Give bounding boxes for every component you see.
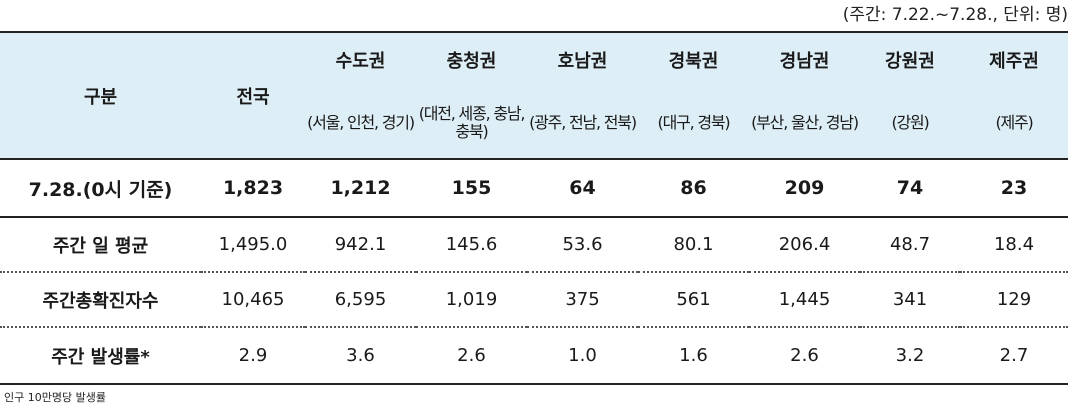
- table-row: 주간 발생률* 2.9 3.6 2.6 1.0 1.6 2.6 3.2 2.7: [0, 327, 1068, 385]
- table-cell: 1,212: [305, 159, 416, 218]
- row-label: 주간 발생률*: [0, 327, 201, 385]
- header-region-sub: (대구, 경북): [638, 87, 749, 160]
- header-region-name: 수도권: [305, 31, 416, 87]
- table-cell: 74: [860, 159, 960, 218]
- header-region-sub: (제주): [960, 87, 1068, 160]
- table-cell: 2.6: [749, 327, 860, 385]
- table-cell: 48.7: [860, 217, 960, 273]
- header-region-sub: (부산, 울산, 경남): [749, 87, 860, 160]
- table-cell: 3.6: [305, 327, 416, 385]
- unit-note: (주간: 7.22.~7.28., 단위: 명): [842, 5, 1068, 25]
- table-cell: 23: [960, 159, 1068, 218]
- row-label: 주간총확진자수: [0, 272, 201, 328]
- header-row: 구분 전국 수도권 충청권 호남권 경북권 경남권 강원권 제주권: [0, 31, 1068, 160]
- table-cell: 145.6: [416, 217, 527, 273]
- table-cell: 206.4: [749, 217, 860, 273]
- table-cell: 209: [749, 159, 860, 218]
- footnote: 인구 10만명당 발생률: [4, 391, 106, 404]
- row-label: 주간 일 평균: [0, 217, 201, 273]
- table-cell: 10,465: [201, 272, 305, 328]
- row-label: 7.28.(0시 기준): [0, 159, 201, 218]
- header-region-name: 제주권: [960, 31, 1068, 87]
- header-category: 구분: [0, 31, 201, 160]
- table-cell: 155: [416, 159, 527, 218]
- table-cell: 942.1: [305, 217, 416, 273]
- table-row: 7.28.(0시 기준) 1,823 1,212 155 64 86 209 7…: [0, 159, 1068, 218]
- header-region-name: 경북권: [638, 31, 749, 87]
- table-cell: 2.9: [201, 327, 305, 385]
- table-cell: 18.4: [960, 217, 1068, 273]
- table-cell: 53.6: [527, 217, 638, 273]
- regional-statistics-table: 구분 전국 수도권 충청권 호남권 경북권 경남권 강원권 제주권 (서울, 인…: [0, 31, 1068, 385]
- header-national: 전국: [201, 31, 305, 160]
- table-cell: 375: [527, 272, 638, 328]
- table-cell: 1,445: [749, 272, 860, 328]
- table-cell: 341: [860, 272, 960, 328]
- header-subrow: (서울, 인천, 경기) (대전, 세종, 충남, 충북) (광주, 전남, 전…: [0, 87, 1068, 160]
- table-cell: 129: [960, 272, 1068, 328]
- table-cell: 1,019: [416, 272, 527, 328]
- table-cell: 86: [638, 159, 749, 218]
- header-region-sub: (서울, 인천, 경기): [305, 87, 416, 160]
- table-cell: 6,595: [305, 272, 416, 328]
- header-region-name: 호남권: [527, 31, 638, 87]
- table-cell: 3.2: [860, 327, 960, 385]
- header-region-sub: (강원): [860, 87, 960, 160]
- table-cell: 2.7: [960, 327, 1068, 385]
- table-row: 주간총확진자수 10,465 6,595 1,019 375 561 1,445…: [0, 272, 1068, 328]
- table-cell: 64: [527, 159, 638, 218]
- table-cell: 1,823: [201, 159, 305, 218]
- table-cell: 1.6: [638, 327, 749, 385]
- header-region-name: 경남권: [749, 31, 860, 87]
- header-region-name: 충청권: [416, 31, 527, 87]
- header-region-sub: (광주, 전남, 전북): [527, 87, 638, 160]
- header-region-name: 강원권: [860, 31, 960, 87]
- table-cell: 1,495.0: [201, 217, 305, 273]
- table-row: 주간 일 평균 1,495.0 942.1 145.6 53.6 80.1 20…: [0, 217, 1068, 273]
- table-cell: 1.0: [527, 327, 638, 385]
- table-cell: 561: [638, 272, 749, 328]
- header-region-sub: (대전, 세종, 충남, 충북): [416, 87, 527, 160]
- table-cell: 80.1: [638, 217, 749, 273]
- table-cell: 2.6: [416, 327, 527, 385]
